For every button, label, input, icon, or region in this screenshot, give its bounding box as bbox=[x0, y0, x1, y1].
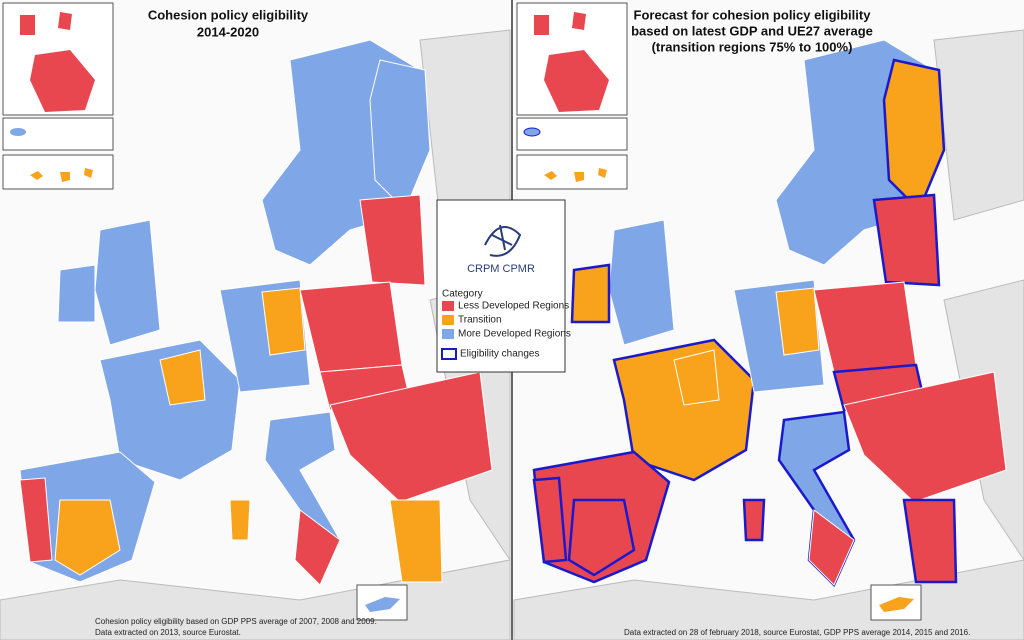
legend-swatch bbox=[442, 329, 454, 339]
region bbox=[229, 499, 251, 541]
left-map bbox=[0, 0, 511, 640]
eligibility-change bbox=[612, 338, 756, 482]
region bbox=[261, 287, 306, 356]
region bbox=[57, 264, 96, 323]
region bbox=[808, 509, 855, 586]
region bbox=[608, 219, 675, 346]
region bbox=[775, 287, 820, 356]
region bbox=[843, 371, 1007, 503]
inset-region bbox=[365, 597, 400, 612]
logo-icon bbox=[484, 224, 522, 257]
region bbox=[389, 499, 443, 583]
inset-region bbox=[523, 127, 541, 137]
left-footnote: Cohesion policy eligibility based on GDP… bbox=[95, 617, 377, 626]
legend-swatch bbox=[441, 348, 457, 360]
inset-region bbox=[879, 597, 914, 612]
legend: CRPM CPMR Category Less Developed Region… bbox=[436, 199, 571, 373]
legend-swatch bbox=[442, 301, 454, 311]
eligibility-change bbox=[902, 498, 958, 584]
region bbox=[743, 499, 765, 541]
right-title: based on latest GDP and UE27 average bbox=[631, 23, 873, 38]
legend-heading: Category bbox=[442, 289, 483, 300]
inset bbox=[2, 154, 114, 190]
eligibility-change bbox=[742, 498, 766, 542]
region bbox=[294, 509, 341, 586]
eligibility-change bbox=[567, 498, 636, 577]
inset-region bbox=[30, 168, 93, 182]
legend-label: Eligibility changes bbox=[460, 349, 540, 360]
region bbox=[54, 499, 121, 576]
right-title: Forecast for cohesion policy eligibility bbox=[634, 7, 872, 22]
right-footnote: Data extracted on 28 of february 2018, s… bbox=[624, 628, 970, 637]
region bbox=[359, 194, 426, 286]
left-footnote: Data extracted on 2013, source Eurostat. bbox=[95, 628, 241, 637]
region bbox=[159, 349, 206, 406]
legend-items: Less Developed Regions Transition More Dev… bbox=[441, 301, 571, 360]
region bbox=[571, 264, 610, 323]
eligibility-change bbox=[532, 476, 568, 564]
region bbox=[329, 371, 493, 503]
inset-region bbox=[544, 168, 607, 182]
inset-region bbox=[534, 12, 609, 112]
inset-region bbox=[20, 12, 95, 112]
logo-text: CRPM CPMR bbox=[467, 263, 535, 275]
inset bbox=[516, 154, 628, 190]
region bbox=[673, 349, 720, 406]
legend-label: More Developed Regions bbox=[458, 329, 571, 340]
legend-label: Transition bbox=[458, 315, 502, 326]
inset-region bbox=[10, 128, 26, 136]
left-title: 2014-2020 bbox=[197, 24, 259, 39]
eligibility-change bbox=[570, 263, 611, 324]
right-map bbox=[513, 0, 1024, 640]
region bbox=[94, 219, 161, 346]
region bbox=[19, 477, 53, 563]
eligibility-change bbox=[872, 193, 941, 287]
right-title: (transition regions 75% to 100%) bbox=[652, 39, 853, 54]
region bbox=[99, 339, 241, 481]
legend-label: Less Developed Regions bbox=[458, 301, 569, 312]
left-title: Cohesion policy eligibility bbox=[148, 7, 309, 22]
legend-swatch bbox=[442, 315, 454, 325]
